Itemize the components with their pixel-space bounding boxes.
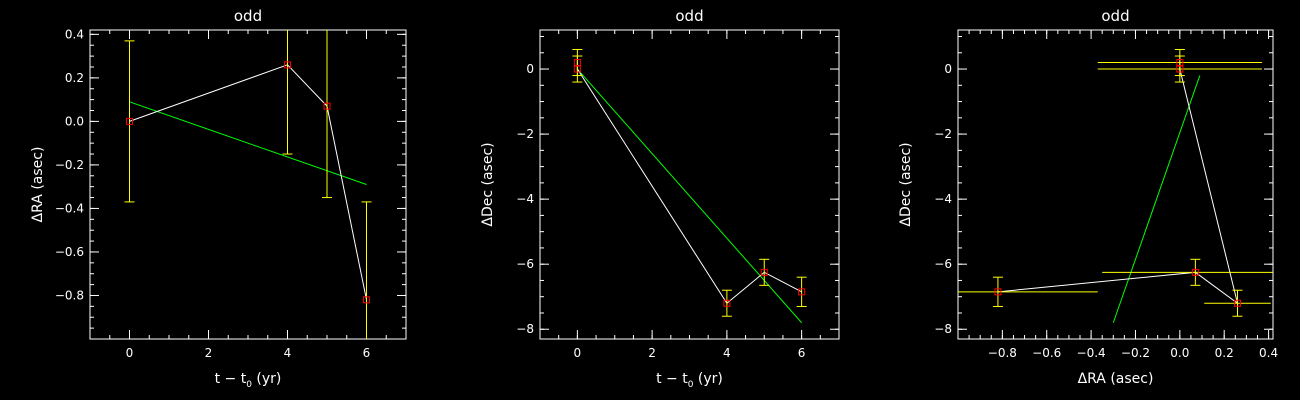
data-point-marker (284, 61, 291, 69)
x-tick-label: 6 (798, 346, 806, 360)
x-tick-label: 0.2 (1215, 346, 1234, 360)
fit-line (577, 68, 802, 324)
data-point-marker (126, 117, 133, 125)
fit-line (1112, 75, 1201, 323)
data-point-marker (723, 299, 731, 307)
x-tick-label: −0.4 (1077, 346, 1106, 360)
x-axis-label: t − t0 (yr) (215, 371, 282, 390)
y-tick-label: −6 (934, 257, 952, 271)
plot-frame (957, 29, 1274, 340)
y-tick-label: −0.2 (55, 158, 84, 172)
y-tick-label: −8 (516, 322, 534, 336)
y-tick-label: −8 (934, 322, 952, 336)
chart-title: odd (234, 7, 262, 25)
x-tick-label: −0.8 (988, 346, 1017, 360)
chart-panel-3: odd −0.8 −0.6 −0.4 −0.2 0.0 0.2 0.4 −8 −6 −4 −2 0 ΔRA… (898, 7, 1278, 387)
x-tick-label: 0.4 (1259, 346, 1278, 360)
y-axis-label: ΔDec (asec) (898, 142, 914, 226)
x-tick-label: −0.6 (1032, 346, 1061, 360)
y-axis-label: ΔDec (asec) (480, 142, 496, 226)
data-point-marker (323, 102, 331, 110)
data-point-marker (760, 268, 768, 276)
y-tick-label: −4 (934, 192, 952, 206)
y-tick-label: 0.0 (65, 114, 84, 128)
x-tick-label: −0.2 (1121, 346, 1150, 360)
y-tick-label: −0.6 (55, 245, 84, 259)
y-tick-label: −2 (516, 127, 534, 141)
data-series-line (129, 64, 367, 300)
data-point-marker (1191, 268, 1199, 276)
y-axis-label: ΔRA (asec) (30, 147, 46, 223)
data-series-line (997, 62, 1239, 305)
data-point-marker (798, 288, 806, 296)
x-tick-label: 2 (648, 346, 656, 360)
x-axis-label-main: t − t (215, 371, 247, 387)
data-series-line (576, 62, 802, 304)
x-axis-label: t − t0 (yr) (656, 371, 723, 390)
y-tick-label: −0.4 (55, 201, 84, 215)
x-axis-label: ΔRA (asec) (1078, 371, 1154, 387)
x-tick-label: 0.0 (1170, 346, 1189, 360)
x-tick-label: 0 (574, 346, 582, 360)
y-tick-label: 0.4 (65, 27, 84, 41)
x-tick-label: 6 (363, 346, 371, 360)
plot-area (124, 30, 372, 339)
plot-area (572, 49, 807, 324)
data-point-marker (363, 296, 370, 304)
x-axis-label-unit: (yr) (252, 371, 281, 387)
x-axis-label-subscript: 0 (246, 380, 252, 390)
data-point-marker (1234, 299, 1242, 307)
y-tick-label: −2 (934, 127, 952, 141)
chart-title: odd (1101, 7, 1129, 25)
y-tick-label: −6 (516, 257, 534, 271)
x-axis-label-main: t − t (656, 371, 688, 387)
plot-frame (89, 29, 407, 340)
x-axis-label-unit: (yr) (693, 371, 722, 387)
x-tick-label: 4 (284, 346, 292, 360)
chart-title: odd (675, 7, 703, 25)
x-tick-label: 2 (205, 346, 213, 360)
y-tick-label: −4 (516, 192, 534, 206)
x-tick-label: 4 (723, 346, 731, 360)
y-tick-label: 0.2 (65, 71, 84, 85)
x-axis-label-main: ΔRA (asec) (1078, 371, 1154, 387)
y-tick-label: −0.8 (55, 288, 84, 302)
x-axis-label-subscript: 0 (688, 380, 694, 390)
fit-line (129, 101, 367, 185)
plot-frame (539, 29, 840, 340)
plot-area (958, 49, 1273, 323)
data-point-marker (1176, 59, 1184, 67)
data-point-marker (994, 288, 1002, 296)
y-tick-label: 0 (526, 62, 534, 76)
data-point-marker (573, 59, 581, 67)
data-point-marker (573, 65, 581, 73)
y-tick-label: 0 (944, 62, 952, 76)
x-tick-label: 0 (126, 346, 134, 360)
data-point-marker (1176, 65, 1184, 73)
